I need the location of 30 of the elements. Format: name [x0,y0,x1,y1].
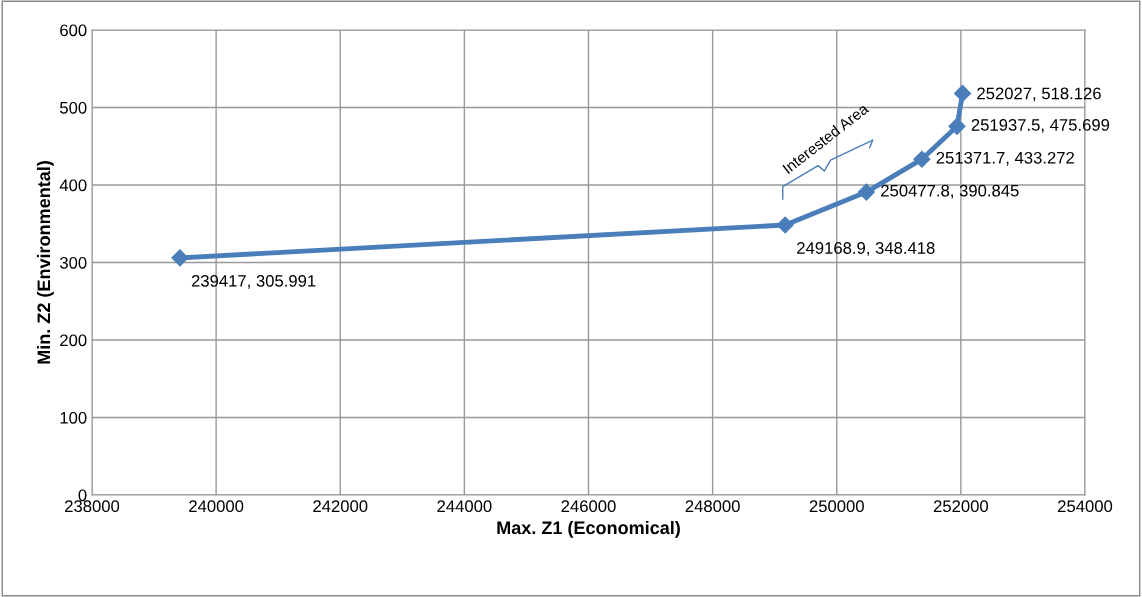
data-label: 251937.5, 475.699 [971,119,1110,133]
y-axis-title: Min. Z2 (Environmental) [36,161,54,364]
point [857,183,875,201]
y-tick-label: 400 [59,179,87,192]
y-tick-label: 200 [60,334,87,347]
x-tick-label: 244000 [437,500,492,513]
data-label: 251371.7, 433.272 [936,151,1074,166]
data-label: 252027, 518.126 [977,87,1101,102]
data-label: 250477.8, 390.845 [881,184,1019,199]
x-tick-label: 242000 [313,500,368,513]
x-tick-label: 254000 [1058,500,1113,513]
y-tick-label: 0 [78,489,87,502]
x-axis-title: Max. Z1 (Economical) [497,520,680,538]
y-tick-label: 100 [60,411,87,424]
point [776,216,794,234]
data-label: 249168.9, 348.418 [797,242,935,256]
x-tick-label: 248000 [685,500,740,513]
point [913,150,931,168]
data-label: 239417, 305.991 [191,274,316,289]
y-tick-label: 300 [59,256,87,269]
x-tick-label: 240000 [189,500,244,513]
x-tick-label: 238000 [65,500,120,513]
point [171,249,189,267]
point [948,117,966,135]
x-tick-label: 252000 [933,500,989,513]
x-tick-label: 250000 [809,500,864,513]
x-tick-label: 246000 [561,500,616,513]
y-tick-label: 500 [60,101,87,114]
y-tick-label: 600 [60,24,87,37]
point [953,84,972,103]
